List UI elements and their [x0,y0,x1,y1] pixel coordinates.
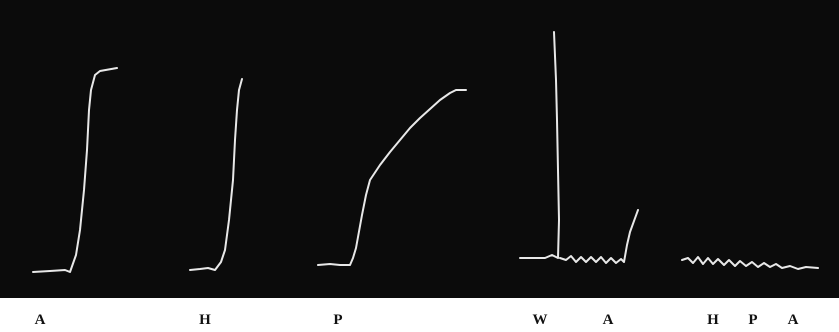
recording-panel [0,0,839,298]
label: P [333,312,342,328]
label: A [603,312,614,328]
label: A [788,312,799,328]
figure: A H P W A H P A [0,0,839,332]
label: H [199,312,211,328]
label: A [35,312,46,328]
label: H [707,312,719,328]
label: W [533,312,548,328]
label: P [748,312,757,328]
